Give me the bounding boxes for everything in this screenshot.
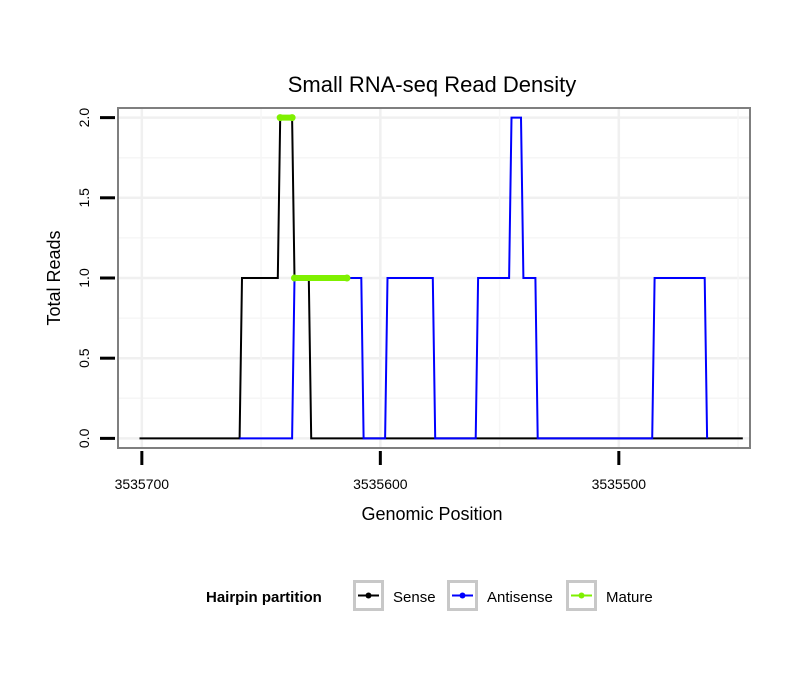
legend-label-antisense: Antisense — [487, 589, 553, 606]
series-layer — [139, 116, 743, 440]
legend-title: Hairpin partition — [206, 589, 322, 606]
legend-key-sense — [353, 580, 384, 611]
legend-key-antisense — [447, 580, 478, 611]
y-tick-label: 1.5 — [76, 188, 92, 208]
series-line-sense — [139, 116, 743, 440]
mature-point — [288, 114, 296, 122]
plot-border — [117, 107, 751, 449]
x-tick-label: 3535600 — [353, 476, 408, 492]
x-tick-label: 3535500 — [592, 476, 647, 492]
axes: 0.0 0.5 1.0 1.5 2.0 3535700 3535600 3535500 — [76, 108, 646, 492]
mature-point — [343, 274, 351, 282]
y-tick-label: 1.0 — [76, 268, 92, 288]
y-tick-label: 0.5 — [76, 348, 92, 368]
legend-label-mature: Mature — [606, 589, 653, 606]
x-tick-label: 3535700 — [115, 476, 170, 492]
chart-title: Small RNA-seq Read Density — [288, 72, 577, 97]
mature-layer — [276, 114, 351, 282]
y-tick-label: 0.0 — [76, 428, 92, 448]
mature-point — [276, 114, 284, 122]
legend-key-mature — [566, 580, 597, 611]
y-tick-label: 2.0 — [76, 108, 92, 128]
read-density-chart: 0.0 0.5 1.0 1.5 2.0 3535700 3535600 3535500 Sma… — [44, 72, 751, 524]
x-axis-label: Genomic Position — [361, 504, 502, 524]
y-axis-label: Total Reads — [44, 230, 64, 325]
legend: Hairpin partition Sense Antisense Mature — [0, 578, 810, 618]
series-line-antisense — [239, 116, 709, 440]
mature-point — [290, 274, 298, 282]
legend-label-sense: Sense — [393, 589, 436, 606]
